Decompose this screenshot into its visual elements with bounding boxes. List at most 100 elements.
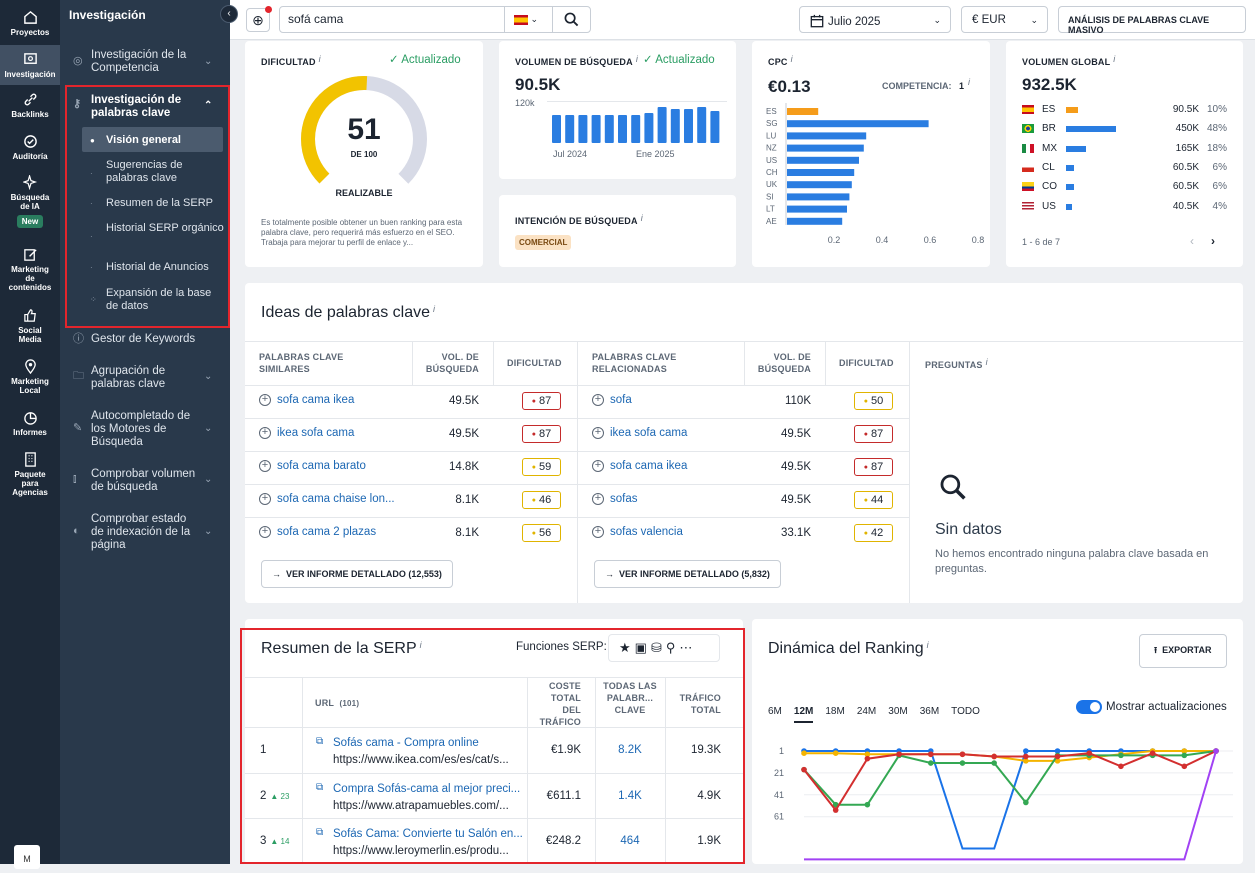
result-title-link[interactable]: Sofás cama - Compra online <box>333 737 479 749</box>
tab-12m[interactable]: 12M <box>793 706 814 723</box>
add-icon[interactable]: + <box>259 394 271 406</box>
subnav-expansion[interactable]: ⁘ Expansión de la base de datos <box>90 287 212 312</box>
info-icon[interactable]: i <box>640 213 643 223</box>
rail-item-paquete-agencias[interactable]: Paquete para Agencias <box>0 452 60 497</box>
info-icon[interactable]: i <box>968 77 970 87</box>
next-page-button[interactable]: › <box>1211 234 1215 248</box>
sidebar-item-competencia[interactable]: ◎ Investigación de la Competencia ⌄ <box>73 49 213 74</box>
month-select[interactable]: Julio 2025 ⌄ <box>799 6 951 33</box>
sidebar-item-palabras-clave[interactable]: ⚷ Investigación de palabras clave ⌃ <box>73 94 213 119</box>
total-keywords-link[interactable]: 8.2K <box>618 744 642 756</box>
keyword-link[interactable]: + sofa cama chaise lon... <box>259 493 395 505</box>
total-keywords-link[interactable]: 1.4K <box>618 789 642 802</box>
currency-select[interactable]: € EUR ⌄ <box>961 6 1048 33</box>
add-icon[interactable]: + <box>592 394 604 406</box>
info-icon[interactable]: i <box>635 54 638 64</box>
result-title-link[interactable]: Compra Sofás-cama al mejor preci... <box>333 782 521 795</box>
collapse-sidebar-button[interactable]: ‹ <box>220 5 238 23</box>
keyword-volume: 49.5K <box>448 395 479 407</box>
export-button[interactable]: ⭱ EXPORTAR <box>1139 634 1227 668</box>
country-share: 48% <box>1206 123 1227 135</box>
sidebar-item-indexacion[interactable]: ◐ Comprobar estado de indexación de la p… <box>73 513 213 551</box>
add-icon[interactable]: + <box>259 427 271 439</box>
external-link-icon[interactable]: ⧉ <box>316 736 324 747</box>
external-link-icon[interactable]: ⧉ <box>316 827 324 838</box>
tab-36m[interactable]: 36M <box>919 706 940 717</box>
subnav-historial-anuncios[interactable]: · Historial de Anuncios <box>90 261 209 273</box>
keyword-link[interactable]: + sofa cama barato <box>259 460 366 472</box>
more-icon[interactable]: ⋯ <box>679 640 697 655</box>
add-icon[interactable]: + <box>592 526 604 538</box>
keyword-link[interactable]: + sofas <box>592 493 638 505</box>
external-link-icon[interactable]: ⧉ <box>316 781 324 793</box>
rail-label: Auditoría <box>12 152 48 161</box>
volume-share-bar <box>1066 184 1074 191</box>
country-select[interactable]: ⌄ <box>504 7 552 32</box>
rail-item-proyectos[interactable]: Proyectos <box>0 10 60 37</box>
rail-item-busqueda-ia[interactable]: Búsqueda de IA New <box>0 175 60 228</box>
keyword-link[interactable]: + sofa cama ikea <box>592 460 687 472</box>
sidebar-item-gestor[interactable]: ⓘ Gestor de Keywords <box>73 333 196 345</box>
search-icon[interactable]: ⚲ <box>665 640 680 655</box>
info-icon[interactable]: i <box>985 357 988 367</box>
country-volume: 165K <box>1175 142 1199 154</box>
rail-item-investigacion[interactable]: Investigación <box>0 45 60 85</box>
tab-24m[interactable]: 24M <box>856 706 877 717</box>
rail-item-marketing-contenidos[interactable]: Marketing de contenidos <box>0 247 60 292</box>
similar-report-button[interactable]: → VER INFORME DETALLADO (12,553) <box>261 560 453 588</box>
avatar[interactable]: M <box>14 845 40 869</box>
add-icon[interactable]: + <box>259 526 271 538</box>
add-icon[interactable]: + <box>592 427 604 439</box>
add-icon[interactable]: + <box>259 493 271 505</box>
add-icon[interactable]: + <box>592 460 604 472</box>
info-icon[interactable]: i <box>318 54 321 64</box>
sidebar-item-volumen[interactable]: ⫾ Comprobar volumen de búsqueda ⌄ <box>73 468 213 493</box>
tab-todo[interactable]: TODO <box>951 706 980 717</box>
info-icon[interactable]: i <box>926 640 929 650</box>
keyword-link[interactable]: + sofa cama ikea <box>259 394 354 406</box>
subnav-historial-serp[interactable]: · Historial SERP orgánico <box>90 222 224 241</box>
add-icon[interactable]: + <box>259 460 271 472</box>
subnav-sugerencias[interactable]: · Sugerencias de palabras clave <box>90 159 183 184</box>
thumbs-up-icon <box>23 309 36 322</box>
keyword-link[interactable]: + sofa <box>592 394 632 406</box>
traffic-cost: €1.9K <box>550 744 581 756</box>
result-title-link[interactable]: Sofás Cama: Convierte tu Salón en... <box>333 828 523 840</box>
search-input[interactable] <box>288 12 498 26</box>
add-keyword-button[interactable]: ⊕ <box>246 6 272 32</box>
sidebar-item-agrupacion[interactable]: 🗀 Agrupación de palabras clave ⌄ <box>73 365 213 390</box>
rail-item-informes[interactable]: Informes <box>0 410 60 437</box>
total-keywords-link[interactable]: 464 <box>620 835 640 847</box>
info-icon[interactable]: i <box>419 640 422 650</box>
toggle-switch[interactable] <box>1076 700 1102 714</box>
bulk-analysis-button[interactable]: ANÁLISIS DE PALABRAS CLAVE MASIVO <box>1058 6 1246 35</box>
rail-item-marketing-local[interactable]: Marketing Local <box>0 359 60 395</box>
keyword-link[interactable]: + ikea sofa cama <box>592 427 687 439</box>
sidebar-item-autocompletado[interactable]: ✎ Autocompletado de los Motores de Búsqu… <box>73 410 213 448</box>
tab-6m[interactable]: 6M <box>768 706 782 717</box>
info-icon[interactable]: i <box>790 54 793 64</box>
keyword-link[interactable]: + sofas valencia <box>592 526 683 538</box>
related-report-button[interactable]: → VER INFORME DETALLADO (5,832) <box>594 560 781 588</box>
rail-item-social-media[interactable]: Social Media <box>0 308 60 344</box>
keyword-link[interactable]: + ikea sofa cama <box>259 427 354 439</box>
divider <box>825 341 826 385</box>
keyword-link[interactable]: + sofa cama 2 plazas <box>259 526 376 538</box>
subnav-resumen-serp[interactable]: · Resumen de la SERP <box>90 197 213 209</box>
show-updates-toggle[interactable]: Mostrar actualizaciones <box>1076 700 1227 714</box>
check-circle-icon <box>23 135 37 148</box>
shopping-basket-icon[interactable]: ⛁ <box>650 640 666 655</box>
info-icon[interactable]: i <box>433 304 435 314</box>
add-icon[interactable]: + <box>592 493 604 505</box>
prev-page-button[interactable]: ‹ <box>1190 234 1194 248</box>
search-button[interactable] <box>552 7 590 32</box>
divider <box>527 819 528 864</box>
info-icon[interactable]: i <box>1113 54 1116 64</box>
star-icon[interactable]: ★ <box>619 640 635 655</box>
rail-item-backlinks[interactable]: Backlinks <box>0 92 60 119</box>
image-icon[interactable]: ▣ <box>634 640 651 655</box>
tab-30m[interactable]: 30M <box>888 706 908 717</box>
subnav-vision-general[interactable]: ● Visión general <box>82 127 223 152</box>
tab-18m[interactable]: 18M <box>825 706 845 717</box>
rail-item-auditoria[interactable]: Auditoría <box>0 134 60 161</box>
